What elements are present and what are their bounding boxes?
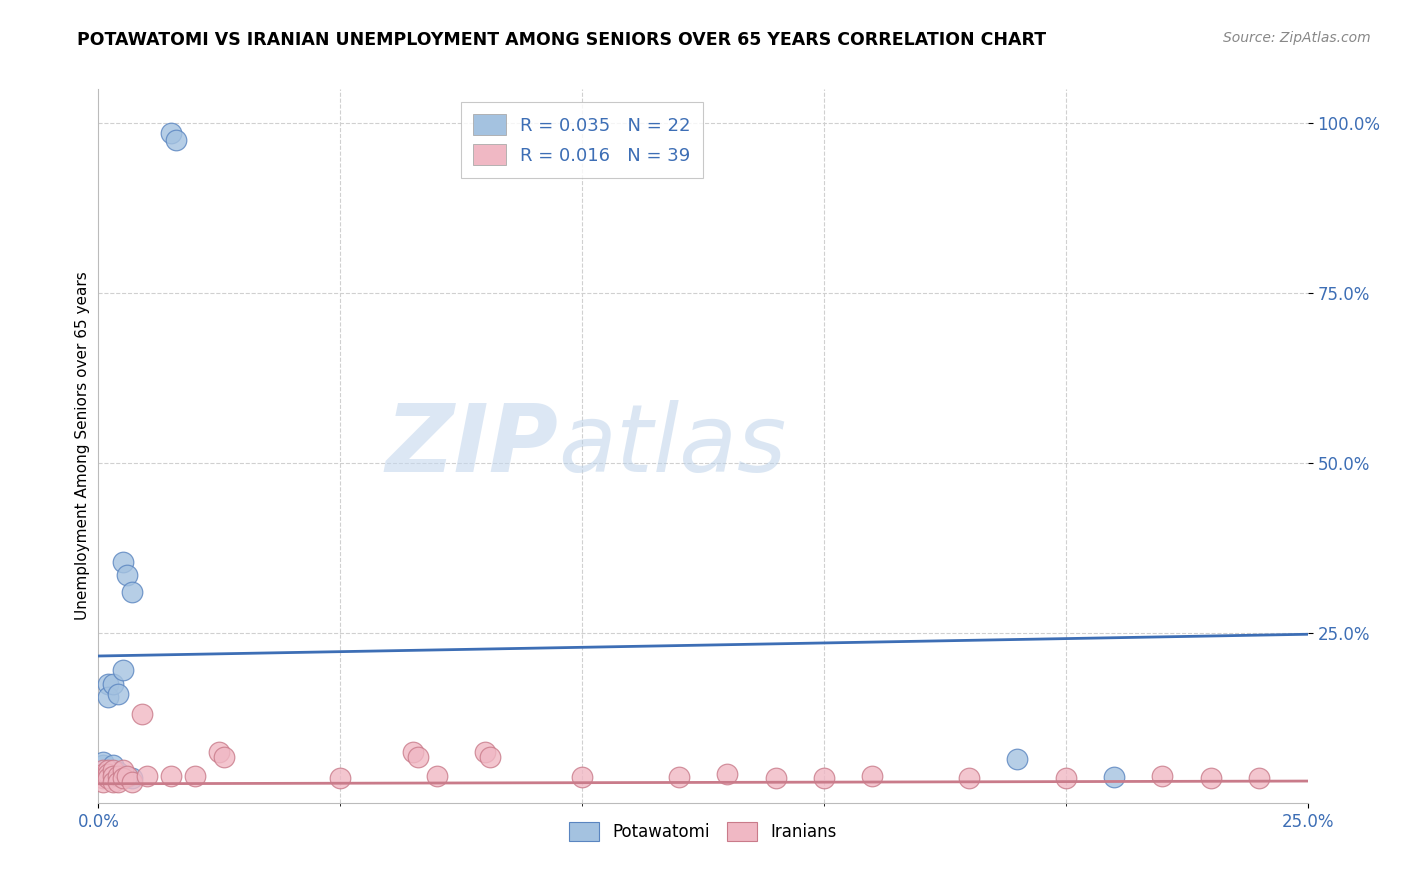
Point [860, 769, 883, 783]
Point [716, 767, 738, 781]
Point [131, 707, 153, 722]
Point [474, 745, 496, 759]
Point [571, 770, 593, 784]
Point [957, 772, 980, 786]
Point [165, 133, 187, 147]
Point [97, 763, 120, 777]
Point [91, 763, 114, 777]
Point [91, 755, 114, 769]
Point [117, 769, 139, 783]
Point [1102, 770, 1125, 784]
Point [91, 775, 114, 789]
Point [208, 745, 231, 759]
Point [97, 770, 120, 784]
Point [91, 758, 114, 772]
Point [107, 765, 129, 780]
Point [1054, 772, 1077, 786]
Point [101, 763, 124, 777]
Point [135, 769, 157, 783]
Point [101, 677, 124, 691]
Point [97, 772, 120, 786]
Point [111, 555, 134, 569]
Point [121, 772, 143, 786]
Point [406, 749, 429, 764]
Point [479, 749, 502, 764]
Point [101, 775, 124, 789]
Point [97, 763, 120, 777]
Point [101, 758, 124, 772]
Point [426, 769, 449, 783]
Point [91, 772, 114, 786]
Point [111, 763, 134, 777]
Point [111, 772, 134, 786]
Point [813, 772, 835, 786]
Point [97, 767, 120, 781]
Point [1249, 772, 1271, 786]
Point [1152, 769, 1174, 783]
Point [402, 745, 425, 759]
Point [668, 770, 690, 784]
Text: ZIP: ZIP [385, 400, 558, 492]
Text: atlas: atlas [558, 401, 786, 491]
Point [121, 585, 143, 599]
Point [107, 775, 129, 789]
Legend: Potawatomi, Iranians: Potawatomi, Iranians [562, 815, 844, 848]
Point [117, 770, 139, 784]
Point [212, 749, 235, 764]
Point [111, 769, 134, 783]
Point [111, 663, 134, 677]
Point [97, 677, 120, 691]
Point [121, 775, 143, 789]
Point [160, 127, 183, 141]
Text: Source: ZipAtlas.com: Source: ZipAtlas.com [1223, 31, 1371, 45]
Y-axis label: Unemployment Among Seniors over 65 years: Unemployment Among Seniors over 65 years [75, 272, 90, 620]
Point [97, 767, 120, 781]
Point [184, 769, 207, 783]
Point [97, 690, 120, 705]
Point [101, 769, 124, 783]
Point [107, 769, 129, 783]
Point [1199, 772, 1222, 786]
Point [117, 568, 139, 582]
Point [107, 687, 129, 701]
Point [1007, 751, 1029, 765]
Point [765, 772, 787, 786]
Text: POTAWATOMI VS IRANIAN UNEMPLOYMENT AMONG SENIORS OVER 65 YEARS CORRELATION CHART: POTAWATOMI VS IRANIAN UNEMPLOYMENT AMONG… [77, 31, 1046, 49]
Point [91, 767, 114, 781]
Point [329, 772, 352, 786]
Point [160, 769, 183, 783]
